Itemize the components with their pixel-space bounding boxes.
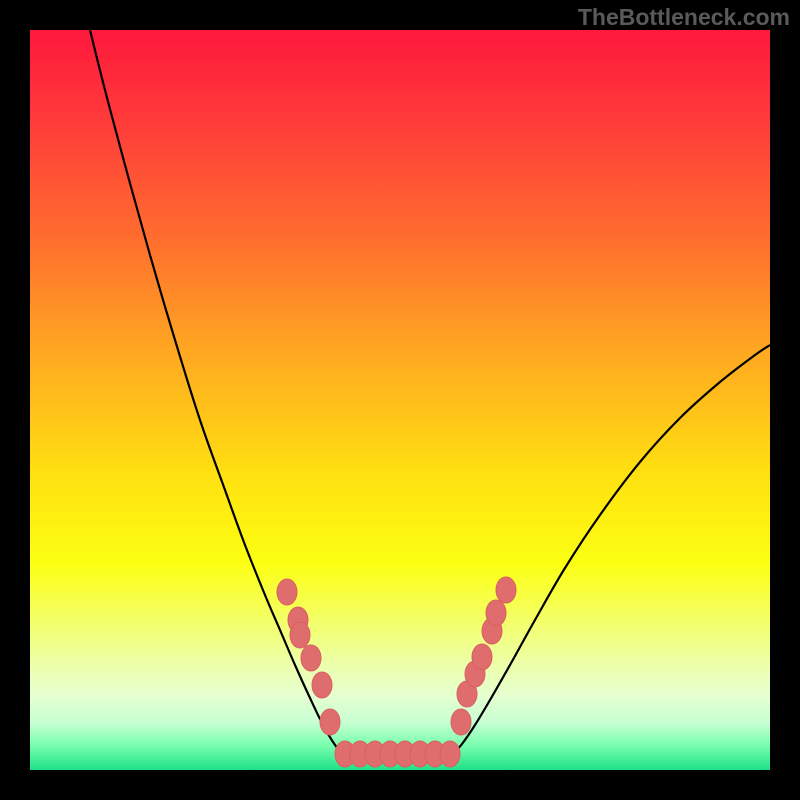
chart-frame: TheBottleneck.com [0, 0, 800, 800]
gradient-background [30, 30, 770, 770]
data-marker [451, 709, 471, 735]
data-marker [472, 644, 492, 670]
data-marker [496, 577, 516, 603]
plot-area [30, 30, 770, 770]
data-marker [486, 600, 506, 626]
bottleneck-curve-chart [30, 30, 770, 770]
watermark-text: TheBottleneck.com [578, 4, 790, 31]
data-marker [312, 672, 332, 698]
data-marker [301, 645, 321, 671]
data-marker [440, 741, 460, 767]
data-marker [277, 579, 297, 605]
data-marker [290, 622, 310, 648]
data-marker [320, 709, 340, 735]
